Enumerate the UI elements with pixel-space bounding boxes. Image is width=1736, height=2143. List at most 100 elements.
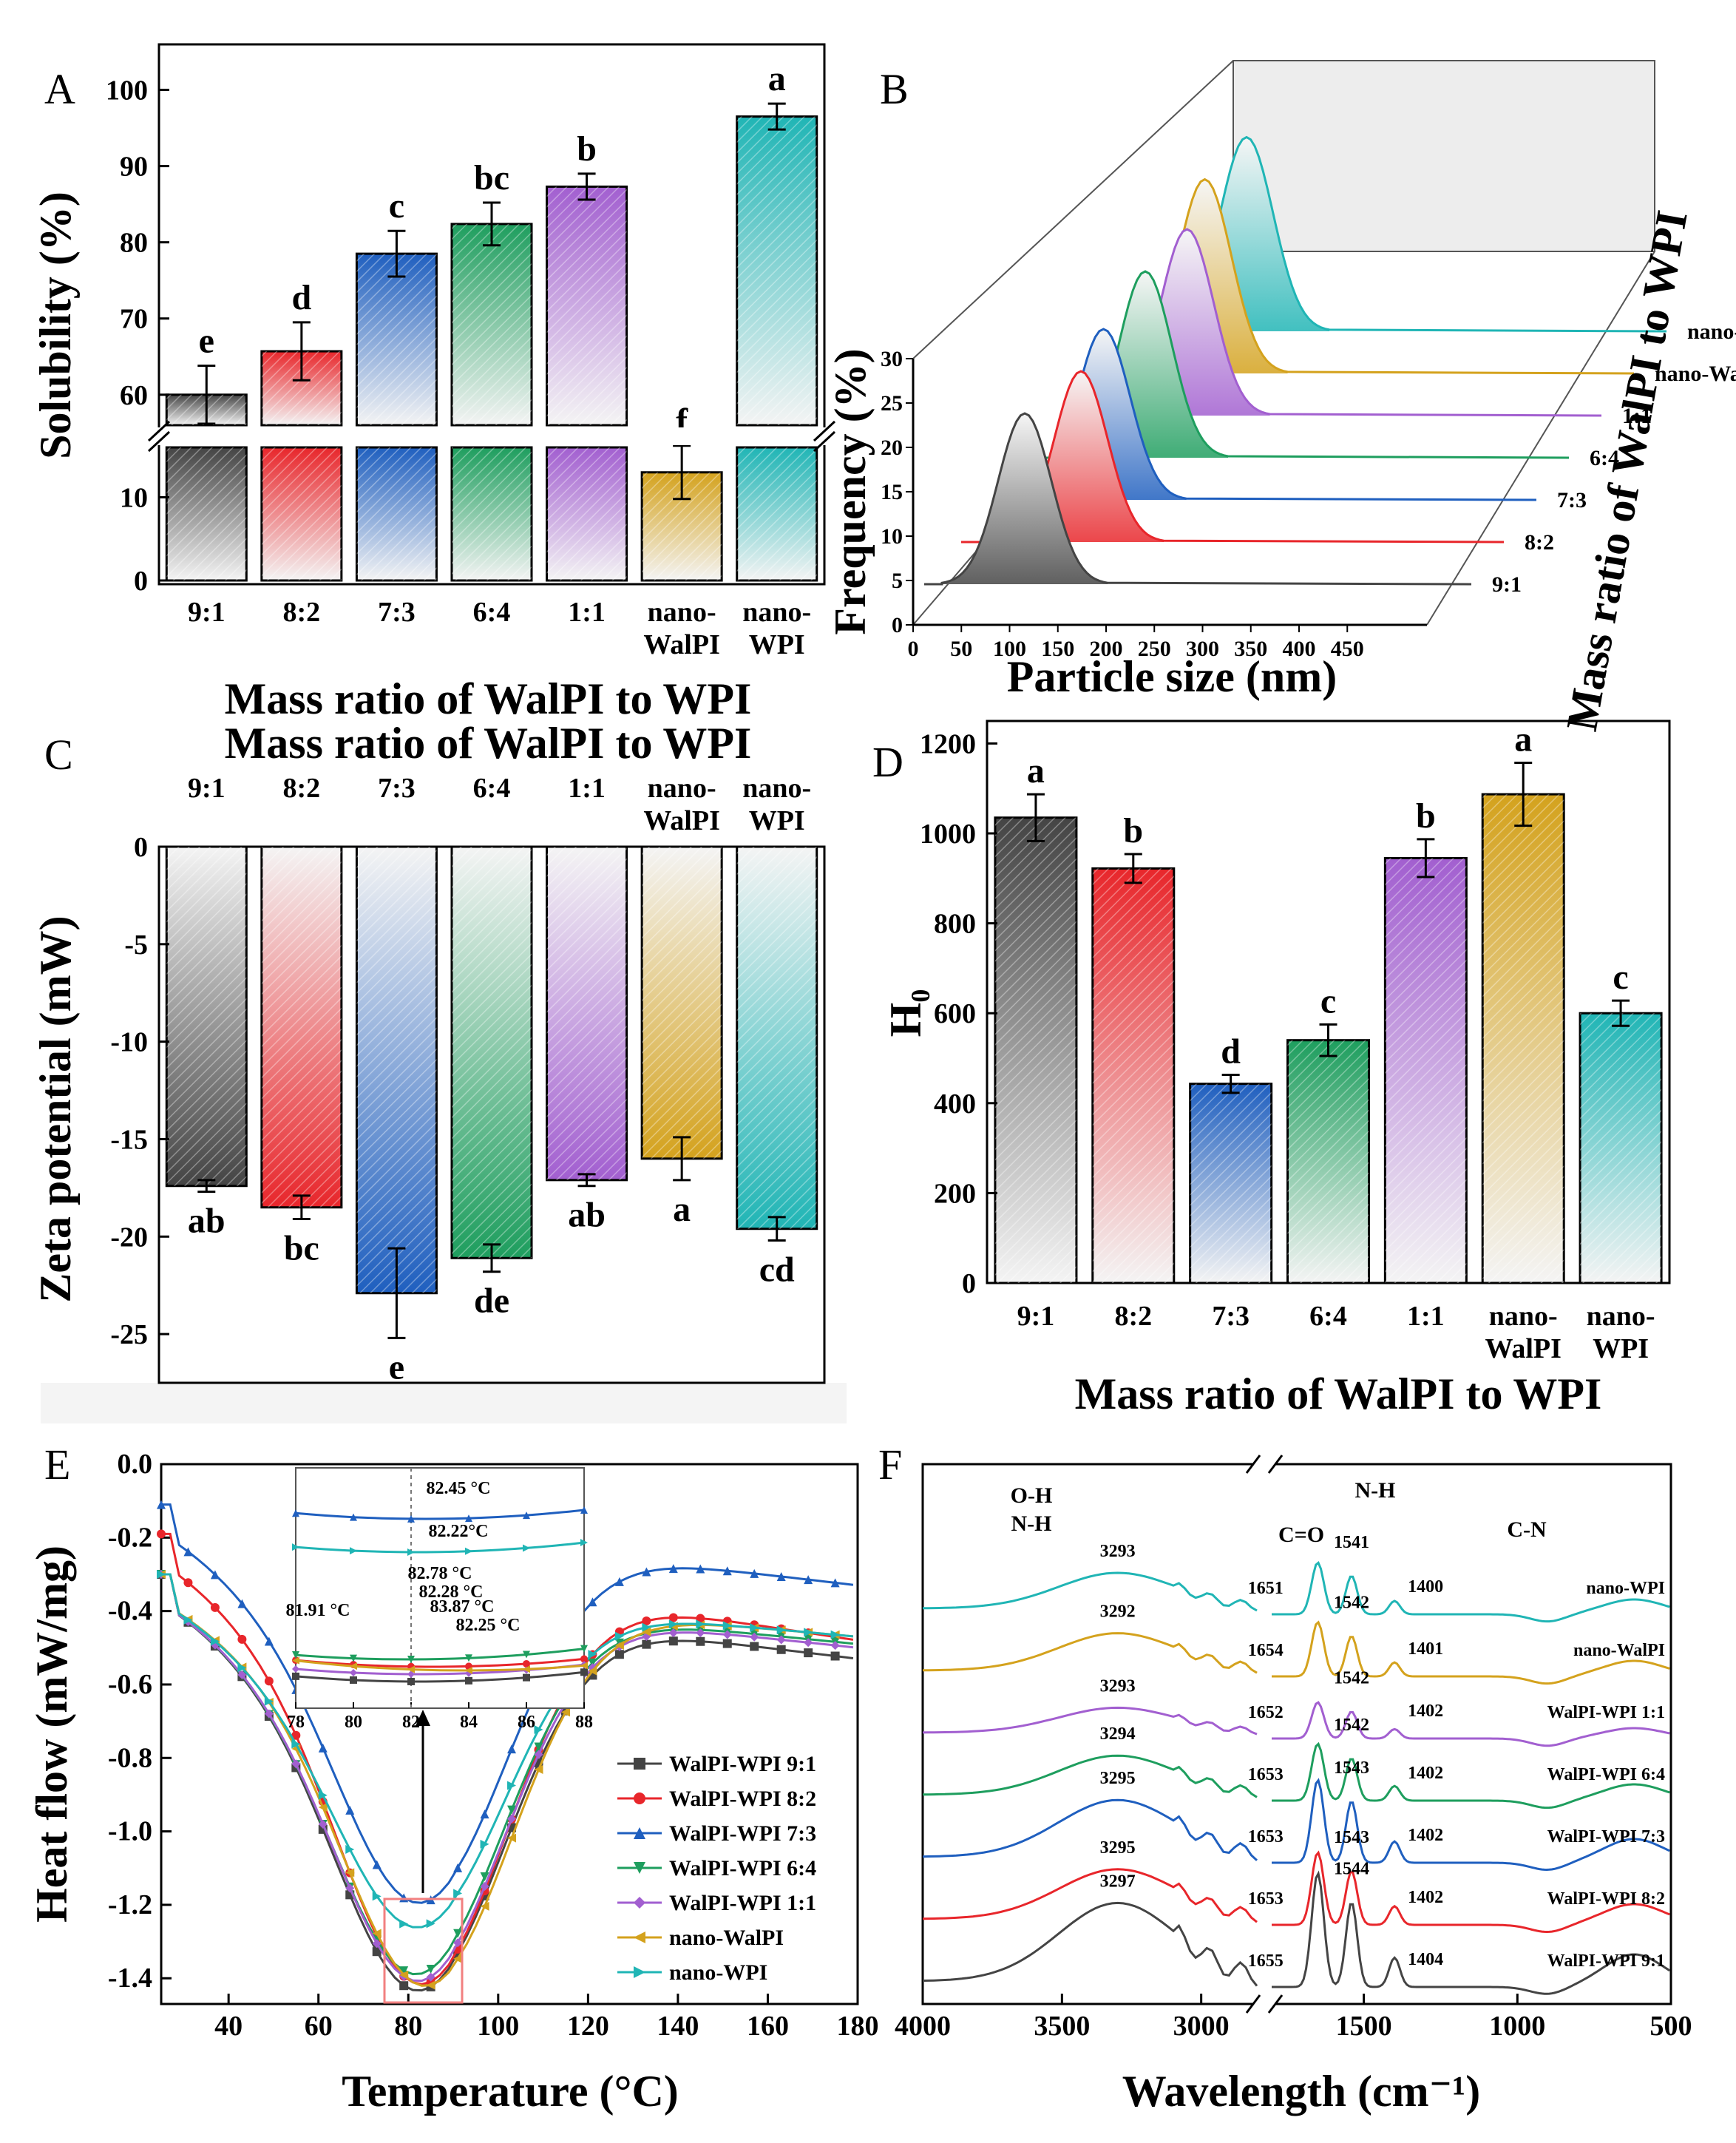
panel-c-zeta-potential-chart: C Mass ratio of WalPI to WPI 9:1 8:2 7:3 6:4 1… xyxy=(31,719,847,1423)
peak-label: 1543 xyxy=(1334,1828,1369,1847)
background-strip xyxy=(41,1383,847,1423)
inset-annotation: 81.91 °C xyxy=(286,1601,350,1620)
marker xyxy=(830,1578,840,1588)
y-tick-label: -1.2 xyxy=(108,1889,152,1920)
peak-label: 1402 xyxy=(1408,1826,1443,1845)
y-tick-label: 60 xyxy=(120,380,148,411)
ftir-spectrum-right xyxy=(1272,1741,1670,1809)
peak-label: 1402 xyxy=(1408,1764,1443,1783)
marker xyxy=(264,1636,274,1646)
series-label: WalPI-WPI 8:2 xyxy=(1547,1889,1665,1909)
ftir-spectrum-left xyxy=(922,1868,1258,1923)
peak-label: 1653 xyxy=(1248,1827,1284,1846)
marker xyxy=(722,1630,732,1639)
x-axis-title: Wavelength (cm⁻¹) xyxy=(1122,2067,1481,2116)
significance-letter: a xyxy=(1027,751,1045,790)
marker xyxy=(399,1970,409,1980)
marker xyxy=(350,1662,357,1670)
marker xyxy=(507,1744,517,1754)
marker xyxy=(750,1568,759,1578)
bar-hatch xyxy=(166,447,247,580)
y-tick-label: 5 xyxy=(892,569,903,593)
marker xyxy=(634,1792,645,1804)
significance-letter: d xyxy=(1221,1032,1241,1071)
y-axis-title: Zeta potential (mW) xyxy=(31,915,80,1302)
marker xyxy=(580,1645,588,1653)
y-tick-label: 100 xyxy=(106,75,148,106)
bar-hatch xyxy=(736,847,817,1229)
marker xyxy=(426,1980,435,1990)
ftir-spectrum-right xyxy=(1272,1620,1670,1685)
marker xyxy=(696,1636,705,1646)
y-tick-label: 0 xyxy=(134,566,148,597)
ftir-spectrum-right xyxy=(1272,1560,1670,1623)
peak-label: 1543 xyxy=(1334,1758,1369,1778)
marker xyxy=(407,1514,415,1523)
marker xyxy=(292,1665,299,1673)
marker xyxy=(237,1599,247,1608)
y-tick-label: 1200 xyxy=(920,728,976,759)
legend-label: WalPI-WPI 1:1 xyxy=(669,1891,816,1915)
marker xyxy=(292,1509,299,1517)
series-label: 8:2 xyxy=(1525,530,1554,555)
x-tick-label: 1:1 xyxy=(568,773,606,804)
marker xyxy=(642,1622,651,1632)
series-label: nano-WPI xyxy=(1586,1579,1665,1598)
band-label: N-H xyxy=(1011,1511,1052,1536)
plot-frame xyxy=(157,43,826,586)
y-tick-label: 400 xyxy=(934,1089,976,1120)
peak-label: 1652 xyxy=(1248,1703,1284,1722)
peak-label: 1402 xyxy=(1408,1888,1443,1907)
peak-label: 1401 xyxy=(1408,1639,1443,1659)
marker xyxy=(534,1725,543,1735)
x-tick-label: WPI xyxy=(1593,1333,1649,1364)
x-tick-label: 1000 xyxy=(1489,2011,1545,2042)
bar-hatch xyxy=(546,447,627,580)
significance-letter: b xyxy=(1416,796,1436,836)
marker xyxy=(523,1544,530,1552)
series-area-9:1 xyxy=(942,413,1108,584)
marker xyxy=(350,1676,357,1684)
axis-break-mark xyxy=(1245,1455,1261,1474)
axis-break-band xyxy=(144,427,839,445)
peak-label: 1542 xyxy=(1334,1716,1369,1735)
marker xyxy=(580,1655,588,1663)
peak-label: 1400 xyxy=(1408,1577,1443,1597)
marker xyxy=(523,1659,530,1668)
marker xyxy=(480,1872,489,1881)
marker xyxy=(407,1670,415,1678)
marker xyxy=(292,1543,299,1551)
peak-label: 1542 xyxy=(1334,1593,1369,1612)
marker xyxy=(407,1655,415,1663)
marker xyxy=(453,1889,463,1898)
marker xyxy=(642,1616,651,1625)
series-label: WalPI-WPI 7:3 xyxy=(1547,1827,1665,1846)
x-tick-label: 1500 xyxy=(1336,2011,1392,2042)
x-tick-label: 6:4 xyxy=(1309,1301,1347,1332)
marker xyxy=(507,1805,517,1815)
series-label: nano-WalPI xyxy=(1573,1641,1665,1660)
y-tick-label: -25 xyxy=(110,1319,148,1350)
x-tick-label: 300 xyxy=(1186,637,1219,661)
x-tick-label: 8:2 xyxy=(283,597,321,628)
x-tick-label: WalPI xyxy=(643,805,719,836)
bar-hatch xyxy=(642,847,722,1159)
marker xyxy=(480,1809,489,1819)
marker xyxy=(804,1575,813,1585)
x-tick-label: 400 xyxy=(1283,637,1316,661)
marker xyxy=(580,1506,588,1514)
y-tick-label: -20 xyxy=(110,1222,148,1253)
marker xyxy=(157,1569,166,1579)
y-tick-label: -10 xyxy=(110,1027,148,1058)
zoom-box xyxy=(383,1897,464,2004)
inset-annotation: 83.87 °C xyxy=(430,1597,495,1616)
marker xyxy=(480,1839,489,1849)
marker xyxy=(804,1638,813,1648)
marker xyxy=(634,1966,645,1978)
inset-x-tick-label: 80 xyxy=(345,1713,362,1732)
inset-curve xyxy=(295,1659,585,1672)
marker xyxy=(534,1742,543,1752)
marker xyxy=(634,1827,645,1839)
